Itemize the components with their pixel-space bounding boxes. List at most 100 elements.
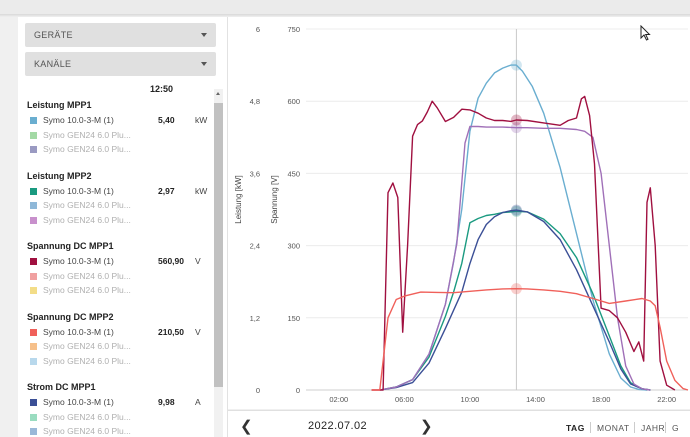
channel-name: Symo 10.0-3-M (1)	[43, 185, 114, 196]
series-color-swatch	[30, 131, 37, 139]
series-color-swatch	[30, 117, 37, 124]
y-tick-label-v: 750	[287, 25, 300, 34]
y-axis-title-kw: Leistung [kW]	[234, 175, 243, 223]
series-color-swatch	[30, 258, 37, 265]
channel-value: 2,97	[158, 185, 175, 196]
y-tick-label-kw: 0	[256, 386, 260, 395]
tab-tag[interactable]: TAG	[566, 423, 585, 433]
group-title: Strom DC MPP1	[27, 382, 96, 392]
channel-row[interactable]: Symo GEN24 6.0 Plu...	[30, 271, 218, 284]
x-tick-label: 06:00	[395, 395, 414, 404]
channels-dropdown-label: KANÄLE	[34, 59, 72, 69]
channel-row[interactable]: Symo GEN24 6.0 Plu...	[30, 412, 218, 425]
devices-dropdown[interactable]: GERÄTE	[25, 23, 216, 47]
channel-unit: V	[195, 326, 201, 337]
y-tick-label-v: 300	[287, 242, 300, 251]
series-color-swatch	[30, 272, 37, 280]
y-tick-label-v: 0	[296, 386, 300, 395]
channel-name: Symo GEN24 6.0 Plu...	[43, 426, 131, 436]
hover-marker	[510, 283, 522, 295]
channel-row[interactable]: Symo GEN24 6.0 Plu...	[30, 130, 218, 143]
y-tick-label-kw: 4,8	[250, 97, 260, 106]
chevron-down-icon	[201, 62, 207, 66]
series-line	[379, 125, 651, 391]
top-bar	[0, 0, 690, 14]
group-title: Spannung DC MPP2	[27, 311, 114, 322]
y-tick-label-kw: 1,2	[250, 314, 260, 323]
channel-name: Symo GEN24 6.0 Plu...	[43, 355, 131, 366]
series-color-swatch	[30, 328, 37, 336]
date-navigation-bar: ❮ 2022.07.02 ❯ TAG MONAT JAHR G	[228, 410, 690, 437]
channels-dropdown[interactable]: KANÄLE	[25, 52, 216, 76]
chevron-right-icon[interactable]: ❯	[420, 418, 433, 435]
channel-name: Symo GEN24 6.0 Plu...	[43, 200, 131, 210]
channel-row[interactable]: Symo GEN24 6.0 Plu...	[30, 356, 218, 369]
scrollbar[interactable]	[214, 89, 223, 437]
top-bar-shadow	[0, 14, 690, 17]
y-tick-label-v: 450	[287, 169, 300, 178]
chevron-down-icon	[201, 33, 207, 37]
channel-row[interactable]: Symo GEN24 6.0 Plu...	[30, 426, 218, 437]
tab-jahr[interactable]: JAHR	[641, 423, 666, 433]
y-axis-title-v: Spannung [V]	[270, 175, 279, 223]
channel-row[interactable]: Symo 10.0-3-M (1) 560,90 V	[30, 256, 218, 269]
hover-marker	[510, 204, 522, 216]
tab-gesamt[interactable]: G	[672, 423, 680, 433]
y-tick-label-kw: 3,6	[250, 169, 260, 178]
channel-row[interactable]: Symo GEN24 6.0 Plu...	[30, 341, 218, 354]
mouse-pointer-icon	[640, 25, 651, 41]
tab-divider	[665, 422, 666, 433]
channel-row[interactable]: Symo GEN24 6.0 Plu...	[30, 200, 218, 213]
chevron-left-icon[interactable]: ❮	[240, 418, 253, 435]
channel-name: Symo GEN24 6.0 Plu...	[43, 129, 131, 140]
group-title: Spannung DC MPP1	[27, 241, 114, 251]
line-chart: 0 0 1,2 150 2,4 300 3,6 450 4,8 600 6 750 Leistung […	[234, 25, 689, 404]
channel-row[interactable]: Symo GEN24 6.0 Plu...	[30, 215, 218, 228]
hover-marker	[510, 59, 522, 71]
channel-name: Symo GEN24 6.0 Plu...	[43, 144, 131, 154]
tab-monat[interactable]: MONAT	[597, 423, 630, 433]
y-tick-label-kw: 6	[256, 25, 260, 34]
series-color-swatch	[30, 399, 37, 406]
x-tick-label: 10:00	[461, 395, 480, 404]
x-tick-label: 22:00	[657, 395, 676, 404]
scrollbar-thumb[interactable]	[214, 103, 223, 387]
channel-value: 9,98	[158, 397, 175, 407]
y-tick-label-kw: 2,4	[250, 242, 260, 251]
series-color-swatch	[30, 357, 37, 365]
series-color-swatch	[30, 413, 37, 421]
series-line	[371, 288, 689, 391]
x-tick-label: 02:00	[329, 395, 348, 404]
channel-name: Symo GEN24 6.0 Plu...	[43, 214, 131, 225]
channel-row[interactable]: Symo 10.0-3-M (1) 9,98 A	[30, 397, 218, 410]
channel-unit: V	[195, 256, 201, 266]
series-line	[371, 95, 676, 391]
chart-panel: 0 0 1,2 150 2,4 300 3,6 450 4,8 600 6 750 Leistung […	[228, 17, 690, 409]
channel-value: 5,40	[158, 115, 175, 125]
channel-unit: kW	[195, 185, 208, 196]
series-color-swatch	[30, 216, 37, 224]
channel-value: 560,90	[158, 256, 184, 266]
group-title: Leistung MPP2	[27, 170, 92, 181]
group-title: Leistung MPP1	[27, 100, 92, 110]
channel-name: Symo 10.0-3-M (1)	[43, 397, 114, 407]
channel-row[interactable]: Symo 10.0-3-M (1) 5,40 kW	[30, 115, 218, 128]
series-line	[379, 209, 651, 391]
channel-row[interactable]: Symo 10.0-3-M (1) 2,97 kW	[30, 186, 218, 199]
y-tick-label-v: 600	[287, 97, 300, 106]
channel-row[interactable]: Symo 10.0-3-M (1) 210,50 V	[30, 327, 218, 340]
series-color-swatch	[30, 287, 37, 294]
scroll-up-icon[interactable]	[216, 92, 220, 95]
series-color-swatch	[30, 428, 37, 435]
series-color-swatch	[30, 146, 37, 153]
channel-row[interactable]: Symo GEN24 6.0 Plu...	[30, 285, 218, 298]
channel-name: Symo GEN24 6.0 Plu...	[43, 411, 131, 422]
hover-marker	[510, 122, 522, 134]
current-date: 2022.07.02	[308, 420, 368, 432]
channel-unit: kW	[195, 115, 208, 125]
channel-row[interactable]: Symo GEN24 6.0 Plu...	[30, 144, 218, 157]
x-tick-label: 14:00	[526, 395, 545, 404]
tab-divider	[634, 422, 635, 433]
series-line	[379, 210, 651, 391]
channel-name: Symo 10.0-3-M (1)	[43, 326, 114, 337]
